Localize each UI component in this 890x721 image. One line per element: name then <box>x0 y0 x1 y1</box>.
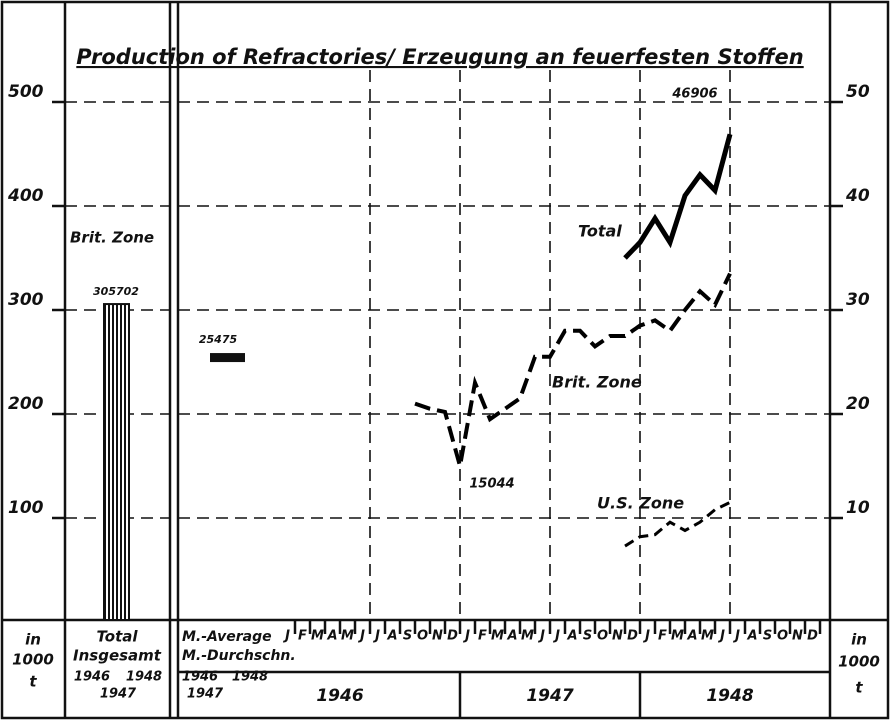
avg-label: M.-Average <box>182 629 272 645</box>
series-name: Total <box>578 222 622 241</box>
y-label: 1000 <box>12 651 54 669</box>
month-label: A <box>326 629 337 644</box>
y2-label: t <box>855 679 863 697</box>
month-label: S <box>583 629 592 644</box>
month-label: J <box>537 629 545 644</box>
y-tick-label: 300 <box>8 290 44 310</box>
bar-label: Total <box>96 628 138 646</box>
month-label: J <box>552 629 560 644</box>
series-name: Brit. Zone <box>552 373 642 392</box>
year-label: 1947 <box>526 686 573 706</box>
series-line <box>623 133 733 260</box>
month-label: J <box>282 629 290 644</box>
value-label: 46906 <box>671 87 717 102</box>
month-label: O <box>597 629 608 644</box>
y2-tick-label: 30 <box>846 290 870 310</box>
month-label: M <box>671 629 684 644</box>
month-label: M <box>701 629 714 644</box>
month-label: F <box>298 629 307 644</box>
y-tick-label: 400 <box>7 186 44 206</box>
total-bar <box>103 303 130 621</box>
month-label: N <box>612 629 623 644</box>
period: 1946 <box>182 670 218 685</box>
month-label: M <box>311 629 324 644</box>
y2-tick-label: 40 <box>845 186 870 206</box>
y-label: in <box>25 631 41 649</box>
month-label: F <box>478 629 487 644</box>
series-line <box>414 272 732 467</box>
month-label: J <box>462 629 470 644</box>
y2-tick-label: 50 <box>846 82 870 102</box>
y-tick-label: 100 <box>8 498 44 518</box>
month-label: S <box>763 629 772 644</box>
period: 1947 <box>187 687 224 702</box>
value-label: 15044 <box>469 477 514 492</box>
month-label: O <box>777 629 788 644</box>
month-label: D <box>627 629 638 644</box>
year-label: 1946 <box>316 686 363 706</box>
month-label: A <box>746 629 757 644</box>
month-label: A <box>686 629 697 644</box>
month-label: J <box>717 629 725 644</box>
series-line <box>624 501 731 548</box>
bar-label: Insgesamt <box>73 647 162 665</box>
bar-value-label: 305702 <box>93 285 139 298</box>
month-label: A <box>386 629 397 644</box>
average-bar <box>210 353 245 363</box>
month-label: A <box>566 629 577 644</box>
y2-label: 1000 <box>838 653 880 671</box>
period: 1948 <box>126 670 162 685</box>
y-tick-label: 200 <box>8 394 44 414</box>
month-label: A <box>506 629 517 644</box>
month-label: N <box>792 629 803 644</box>
month-label: J <box>732 629 740 644</box>
period: 1946 <box>74 670 110 685</box>
avg-label: M.-Durchschn. <box>182 648 296 664</box>
month-label: M <box>521 629 534 644</box>
period: 1948 <box>232 670 268 685</box>
y-tick-label: 500 <box>8 82 44 102</box>
series-name: U.S. Zone <box>597 494 684 513</box>
period: 1947 <box>100 687 137 702</box>
month-label: M <box>491 629 504 644</box>
y2-tick-label: 20 <box>846 394 870 414</box>
year-label: 1948 <box>706 686 753 706</box>
month-label: S <box>403 629 412 644</box>
y2-tick-label: 10 <box>846 498 870 518</box>
month-label: J <box>372 629 380 644</box>
month-label: F <box>658 629 667 644</box>
month-label: J <box>357 629 365 644</box>
month-label: D <box>447 629 458 644</box>
y2-label: in <box>851 631 867 649</box>
month-label: D <box>807 629 818 644</box>
month-label: O <box>417 629 428 644</box>
month-label: J <box>642 629 650 644</box>
month-label: N <box>432 629 443 644</box>
month-label: M <box>341 629 354 644</box>
y-label: t <box>29 673 37 691</box>
avg-value-label: 25475 <box>199 333 238 346</box>
zone-label: Brit. Zone <box>70 229 154 247</box>
chart-title: Production of Refractories/ Erzeugung an… <box>76 45 803 69</box>
